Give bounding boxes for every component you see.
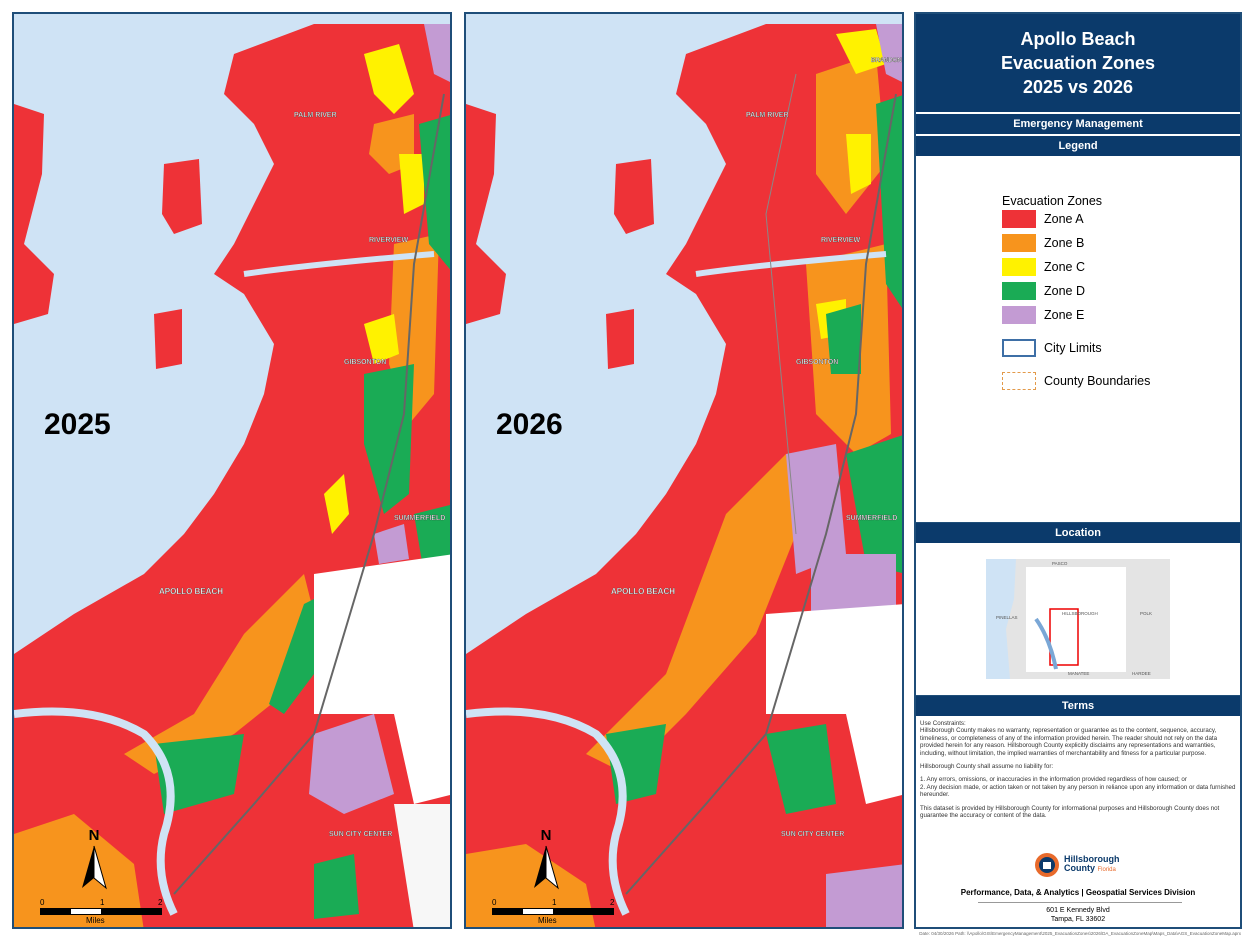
north-arrow-icon: N	[76, 826, 112, 892]
place-label-summerfield: SUMMERFIELD	[846, 515, 897, 522]
zone-b-swatch	[1002, 234, 1036, 252]
legend-item-zone-b: Zone B	[1002, 234, 1084, 252]
scale-unit: Miles	[538, 916, 557, 925]
address-line-1: 601 E Kennedy Blvd	[1046, 907, 1110, 914]
county-logo: Hillsborough County Florida	[1034, 852, 1120, 878]
legend-item-zone-e: Zone E	[1002, 306, 1084, 324]
place-label-palm-river: PALM RIVER	[746, 112, 789, 119]
zone-c-swatch	[1002, 258, 1036, 276]
legend-item-zone-a: Zone A	[1002, 210, 1084, 228]
terms-paragraph: Use Constraints: Hillsborough County mak…	[920, 720, 1218, 757]
map-2026[interactable]: PALM RIVER RIVERVIEW GIBSONTON SUMMERFIE…	[464, 12, 904, 929]
legend-item-zone-d: Zone D	[1002, 282, 1085, 300]
legend-header: Legend	[916, 136, 1240, 156]
legend-label: Zone A	[1044, 212, 1084, 226]
department-band: Emergency Management	[916, 114, 1240, 134]
city-limits-swatch	[1002, 339, 1036, 357]
scale-unit: Miles	[86, 916, 105, 925]
scale-tick-2: 2	[158, 898, 163, 907]
terms-text: Use Constraints: Hillsborough County mak…	[916, 716, 1240, 819]
place-label-summerfield: SUMMERFIELD	[394, 515, 445, 522]
legend-label: City Limits	[1044, 341, 1102, 355]
locator-label-manatee: MANATEE	[1068, 671, 1089, 676]
legend-label: Zone D	[1044, 284, 1085, 298]
locator-label-hillsborough: HILLSBOROUGH	[1062, 611, 1098, 616]
map-year-label: 2025	[44, 408, 111, 441]
legend-item-county-boundaries: County Boundaries	[1002, 372, 1150, 390]
locator-label-hardee: HARDEE	[1132, 671, 1151, 676]
map-2026-canvas: PALM RIVER RIVERVIEW GIBSONTON SUMMERFIE…	[466, 14, 902, 927]
scale-tick-0: 0	[40, 898, 45, 907]
address-line-2: Tampa, FL 33602	[1050, 916, 1106, 923]
scale-tick-0: 0	[492, 898, 497, 907]
locator-map-canvas: PASCO PINELLAS HILLSBOROUGH POLK MANATEE…	[986, 559, 1170, 679]
map-year-label: 2026	[496, 408, 563, 441]
logo-line-1: Hillsborough	[1064, 854, 1120, 864]
locator-label-polk: POLK	[1140, 611, 1152, 616]
place-label-sun-city-center: SUN CITY CENTER	[329, 831, 392, 838]
place-label-sun-city-center: SUN CITY CENTER	[781, 831, 844, 838]
legend: Evacuation Zones Zone A Zone B Zone C Zo…	[916, 156, 1240, 523]
scale-tick-1: 1	[100, 898, 105, 907]
north-label: N	[89, 827, 100, 844]
legend-label: Zone B	[1044, 236, 1085, 250]
scale-bar: 0 1 2 Miles	[492, 898, 622, 927]
terms-paragraph: This dataset is provided by Hillsborough…	[920, 804, 1220, 820]
map-2025-canvas: PALM RIVER RIVERVIEW GIBSONTON SUMMERFIE…	[14, 14, 450, 927]
map-title: Apollo Beach Evacuation Zones 2025 vs 20…	[1000, 29, 1156, 97]
locator-label-pinellas: PINELLAS	[996, 615, 1018, 620]
logo-line-2: County	[1064, 863, 1095, 873]
north-arrow-icon: N	[528, 826, 564, 892]
county-seal-icon	[1035, 853, 1059, 877]
scale-tick-2: 2	[610, 898, 615, 907]
place-label-apollo-beach: APOLLO BEACH	[611, 587, 675, 596]
legend-label: County Boundaries	[1044, 374, 1151, 388]
legend-label: Zone C	[1044, 260, 1085, 274]
place-label-brandon: BRANDON	[871, 58, 902, 64]
scale-bar: 0 1 2 Miles	[40, 898, 170, 927]
location-header: Location	[916, 523, 1240, 543]
zone-d-swatch	[1002, 282, 1036, 300]
location-map: PASCO PINELLAS HILLSBOROUGH POLK MANATEE…	[916, 543, 1240, 696]
legend-item-city-limits: City Limits	[1002, 339, 1102, 357]
info-panel: Apollo Beach Evacuation Zones 2025 vs 20…	[914, 12, 1242, 929]
title-box: Apollo Beach Evacuation Zones 2025 vs 20…	[916, 14, 1240, 112]
terms-paragraph: Hillsborough County shall assume no liab…	[920, 763, 1054, 771]
terms-header: Terms	[916, 696, 1240, 716]
locator-label-pasco: PASCO	[1052, 561, 1068, 566]
legend-item-zone-c: Zone C	[1002, 258, 1085, 276]
north-label: N	[541, 827, 552, 844]
scale-tick-1: 1	[552, 898, 557, 907]
file-path-note: Date: 04/30/2026 Path: \\Apollo\GIS\Emer…	[919, 931, 1241, 936]
place-label-riverview: RIVERVIEW	[821, 237, 861, 244]
place-label-apollo-beach: APOLLO BEACH	[159, 587, 223, 596]
logo-line-3: Florida	[1097, 867, 1116, 873]
county-boundaries-swatch	[1002, 372, 1036, 390]
division-name: Performance, Data, & Analytics | Geospat…	[960, 888, 1196, 897]
zone-a-swatch	[1002, 210, 1036, 228]
legend-label: Zone E	[1044, 308, 1085, 322]
map-2025[interactable]: PALM RIVER RIVERVIEW GIBSONTON SUMMERFIE…	[12, 12, 452, 929]
place-label-palm-river: PALM RIVER	[294, 112, 337, 119]
zone-e-swatch	[1002, 306, 1036, 324]
legend-title: Evacuation Zones	[1002, 194, 1103, 208]
place-label-gibsonton: GIBSONTON	[344, 359, 386, 366]
terms-paragraph: 1. Any errors, omissions, or inaccuracie…	[920, 776, 1236, 799]
place-label-riverview: RIVERVIEW	[369, 237, 409, 244]
place-label-gibsonton: GIBSONTON	[796, 359, 838, 366]
